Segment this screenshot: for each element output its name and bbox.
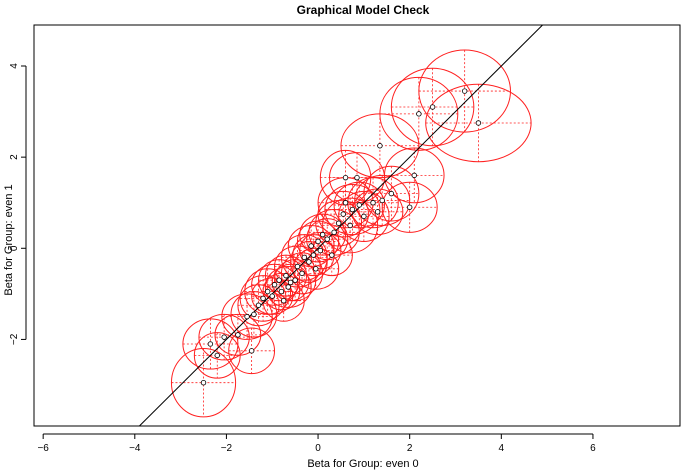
data-point-16 xyxy=(283,272,289,279)
data-point-4 xyxy=(235,332,241,338)
ellipse-layer xyxy=(170,49,532,418)
data-point-10 xyxy=(264,288,271,295)
data-point-27 xyxy=(315,238,321,245)
data-point-42 xyxy=(370,200,376,206)
y-tick-label: −2 xyxy=(9,333,20,345)
point-layer xyxy=(200,88,482,386)
data-point-22 xyxy=(301,254,308,261)
data-point-24 xyxy=(308,243,314,249)
data-point-52 xyxy=(475,120,482,126)
data-point-51 xyxy=(461,88,468,94)
data-point-7 xyxy=(251,311,257,318)
data-point-38 xyxy=(354,174,360,181)
x-tick-label: 4 xyxy=(499,443,505,454)
ellipse-outline xyxy=(418,49,511,133)
data-point-30 xyxy=(324,236,330,242)
data-point-18 xyxy=(287,279,294,286)
data-point-1 xyxy=(207,341,214,347)
data-point-44 xyxy=(379,197,385,204)
data-point-29 xyxy=(319,231,326,238)
data-point-45 xyxy=(377,143,383,149)
data-point-34 xyxy=(340,211,346,217)
data-point-0 xyxy=(200,380,207,386)
x-tick-label: 6 xyxy=(590,443,596,454)
data-point-21 xyxy=(299,270,305,277)
data-point-46 xyxy=(388,190,395,197)
y-tick-label: 2 xyxy=(9,154,20,160)
data-point-32 xyxy=(331,229,337,236)
x-tick-label: 2 xyxy=(407,443,413,454)
data-point-49 xyxy=(416,111,422,117)
plot-frame xyxy=(33,24,681,427)
data-point-9 xyxy=(260,295,266,302)
uncertainty-ellipse-5 xyxy=(228,327,276,375)
data-point-31 xyxy=(329,252,335,258)
data-point-13 xyxy=(276,277,282,283)
data-point-43 xyxy=(374,209,381,215)
data-point-17 xyxy=(285,284,291,290)
data-point-5 xyxy=(248,348,255,354)
data-point-41 xyxy=(361,213,367,220)
chart-title: Graphical Model Check xyxy=(297,3,430,17)
data-point-15 xyxy=(280,297,287,304)
data-point-50 xyxy=(429,104,436,110)
data-point-20 xyxy=(294,263,301,270)
x-tick-label: −6 xyxy=(37,443,49,454)
y-axis-label: Beta for Group: even 1 xyxy=(3,184,15,295)
y-tick-label: 0 xyxy=(9,245,20,251)
data-point-36 xyxy=(347,222,353,229)
data-point-19 xyxy=(292,277,298,283)
data-point-26 xyxy=(313,266,319,272)
data-point-8 xyxy=(255,302,262,308)
y-tick-label: 4 xyxy=(9,63,20,69)
data-point-14 xyxy=(278,288,285,295)
data-point-47 xyxy=(406,204,413,210)
y-axis: −2 0 2 4 xyxy=(9,63,27,345)
reference-line xyxy=(139,24,543,427)
data-point-2 xyxy=(214,352,220,359)
data-point-23 xyxy=(306,259,312,265)
x-axis: −6 −4 −2 0 2 4 6 xyxy=(37,433,596,454)
x-axis-label: Beta for Group: even 0 xyxy=(307,458,418,470)
data-point-48 xyxy=(411,172,417,179)
data-point-25 xyxy=(310,252,317,258)
data-point-39 xyxy=(356,202,362,208)
data-point-6 xyxy=(244,313,250,320)
x-tick-label: 0 xyxy=(315,443,321,454)
data-point-37 xyxy=(349,206,356,213)
data-point-12 xyxy=(271,282,278,288)
x-tick-label: −4 xyxy=(129,443,141,454)
x-tick-label: −2 xyxy=(221,443,233,454)
data-point-3 xyxy=(221,334,227,340)
data-point-28 xyxy=(317,247,324,254)
data-point-11 xyxy=(269,293,275,299)
data-point-35 xyxy=(342,200,349,206)
data-point-33 xyxy=(335,220,342,226)
data-point-40 xyxy=(342,174,349,181)
